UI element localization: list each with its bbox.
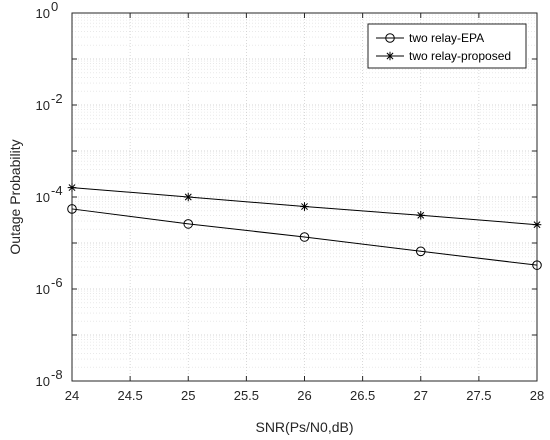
x-tick-labels: 24 24.5 25 25.5 26 26.5 27 27.5 28 [65, 388, 544, 403]
y-tick-label: 10 [36, 374, 50, 389]
circle-marker [299, 232, 310, 242]
y-tick-label: 10 [36, 6, 50, 21]
y-tick-exponent: 0 [51, 0, 58, 14]
legend-item: two relay-EPA [376, 31, 484, 45]
legend-label: two relay-proposed [409, 49, 511, 63]
x-tick-label: 24 [65, 388, 79, 403]
y-tick-exponent: -2 [51, 91, 63, 106]
star-marker [300, 202, 309, 211]
x-tick-label: 24.5 [117, 388, 142, 403]
star-marker-stroke [533, 221, 541, 229]
circle-marker [67, 204, 77, 214]
star-marker [532, 220, 542, 229]
x-tick-label: 27.5 [466, 388, 491, 403]
star-marker [67, 183, 77, 192]
y-tick-exponent: -6 [51, 275, 63, 290]
star-marker-stroke [68, 184, 76, 192]
star-marker [385, 51, 395, 61]
star-marker [416, 211, 426, 220]
x-axis-label: SNR(Ps/N0,dB) [255, 419, 353, 435]
legend-item: two relay-proposed [376, 49, 511, 63]
star-marker-stroke [301, 203, 308, 210]
legend-box [367, 23, 527, 69]
y-tick-label: 10 [36, 190, 50, 205]
series-two-relay-proposed [67, 183, 542, 229]
series-layer [67, 183, 542, 270]
x-tick-label: 27 [414, 388, 428, 403]
legend: two relay-EPA two relay-proposed [367, 23, 527, 69]
circle-marker [183, 219, 194, 229]
x-tick-label: 25.5 [234, 388, 259, 403]
y-tick-label: 10 [36, 98, 50, 113]
axis-ticks [71, 12, 538, 382]
x-tick-label: 25 [181, 388, 195, 403]
x-tick-label: 26 [297, 388, 311, 403]
star-marker-stroke [184, 193, 192, 201]
y-tick-exponent: -4 [51, 183, 63, 198]
star-marker [183, 192, 193, 202]
circle-marker [532, 260, 542, 270]
x-tick-label: 26.5 [350, 388, 375, 403]
star-marker-stroke [417, 211, 425, 219]
legend-label: two relay-EPA [409, 31, 484, 45]
y-axis-label: Outage Probability [7, 139, 23, 254]
series-line [71, 208, 538, 266]
y-tick-exponent: -8 [51, 367, 63, 382]
series-two-relay-epa [67, 204, 542, 270]
star-marker-stroke [386, 52, 394, 60]
circle-marker [415, 246, 426, 257]
circle-marker [385, 33, 395, 43]
x-tick-label: 28 [530, 388, 544, 403]
y-tick-label: 10 [36, 282, 50, 297]
